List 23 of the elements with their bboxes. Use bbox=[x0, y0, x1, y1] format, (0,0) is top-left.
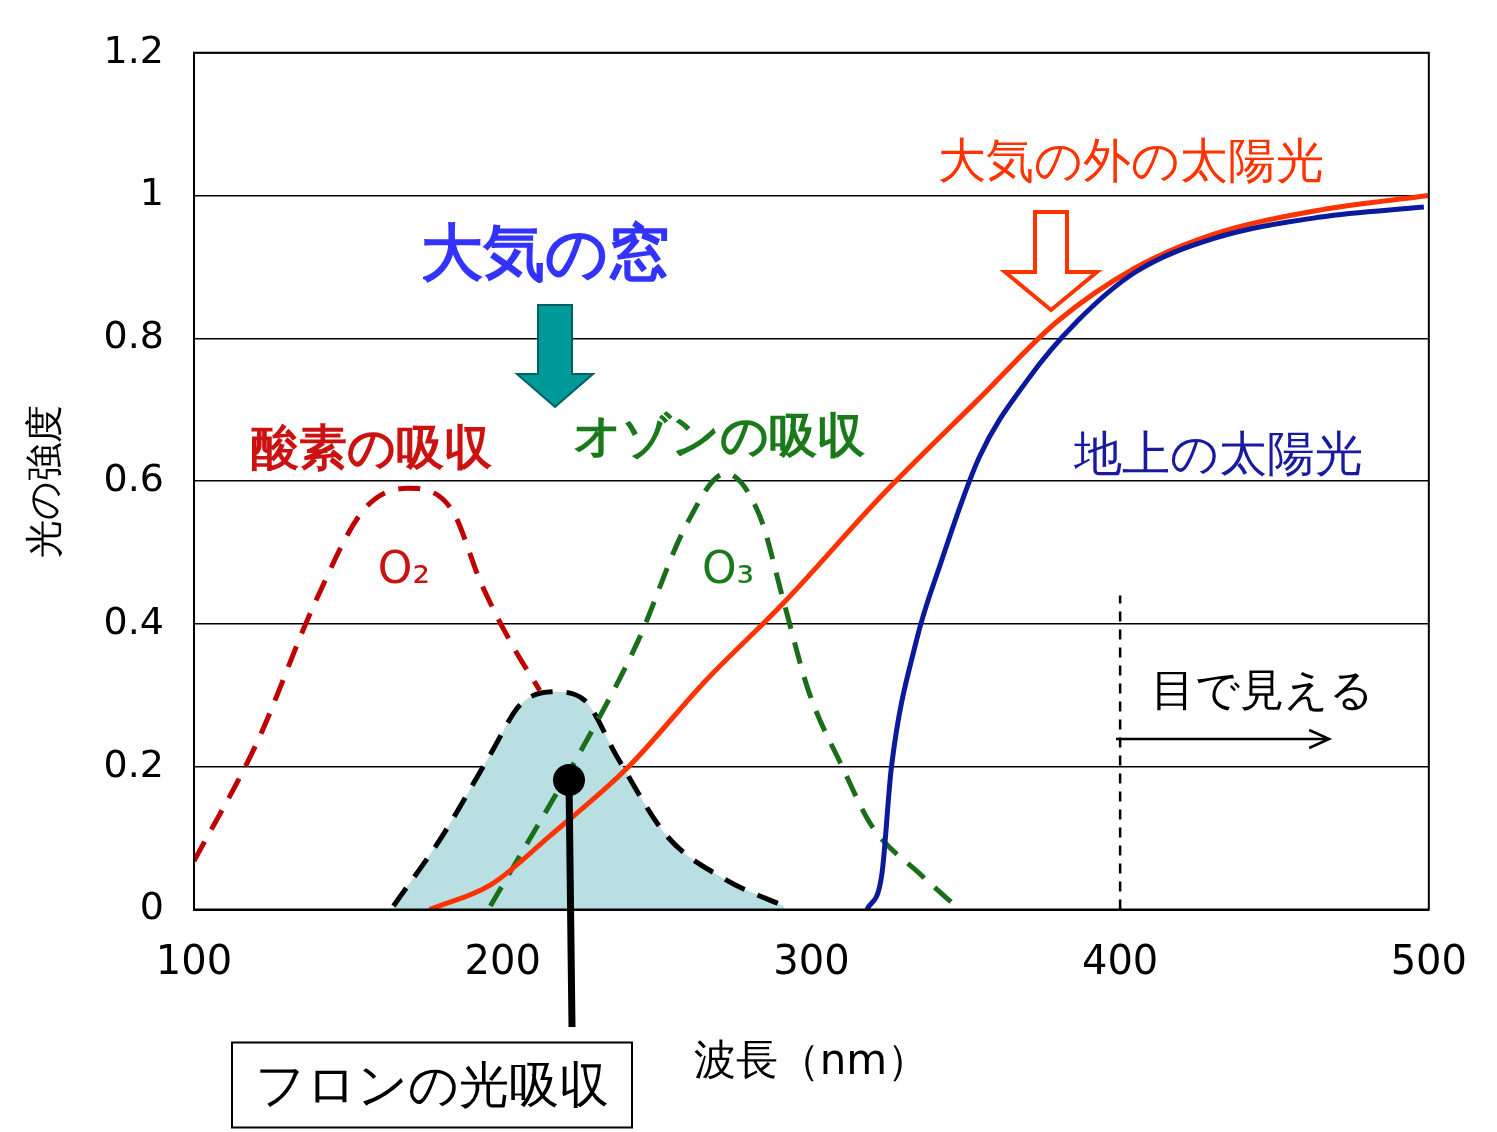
ref-line-label: 目で見える bbox=[1150, 662, 1374, 717]
y-tick-label: 0.2 bbox=[103, 741, 165, 786]
x-tick-label: 400 bbox=[1081, 936, 1159, 983]
annotation: O₂ bbox=[377, 541, 431, 593]
y-axis-title: 光の強度 bbox=[21, 404, 66, 558]
y-tick-label: 0.8 bbox=[103, 313, 165, 358]
x-tick-label: 500 bbox=[1390, 936, 1468, 983]
y-tick-label: 1.2 bbox=[103, 27, 165, 72]
series-label: オゾンの吸収 bbox=[572, 405, 865, 465]
x-tick-label: 200 bbox=[464, 936, 541, 983]
text: フロンの光吸収 bbox=[230, 1041, 633, 1129]
series-label: 酸素の吸収 bbox=[251, 417, 493, 477]
y-tick-label: 0.4 bbox=[103, 598, 165, 643]
annotation: O₃ bbox=[701, 541, 755, 593]
y-tick-label: 0 bbox=[139, 884, 165, 929]
annotation: 大気の窓 bbox=[421, 214, 671, 291]
series-label: 大気の外の太陽光 bbox=[937, 130, 1324, 190]
y-tick-label: 1 bbox=[139, 170, 165, 215]
y-tick-label: 0.6 bbox=[103, 456, 165, 501]
x-tick-label: 100 bbox=[155, 936, 233, 983]
x-axis-title: 波長（nm） bbox=[693, 1034, 930, 1084]
series-label: 地上の太陽光 bbox=[1074, 424, 1364, 484]
x-tick-label: 300 bbox=[773, 936, 850, 983]
